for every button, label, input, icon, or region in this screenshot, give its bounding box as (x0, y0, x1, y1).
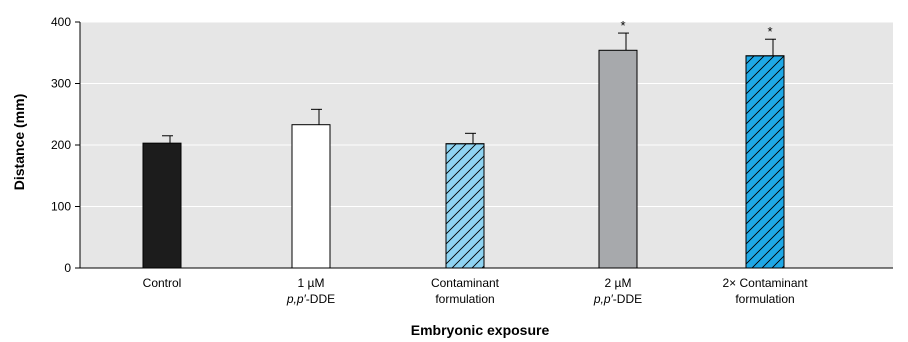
x-category-label-line2: p,p′-DDE (286, 292, 335, 306)
y-axis-title: Distance (mm) (11, 94, 27, 190)
x-category-label-line2: formulation (735, 292, 794, 306)
bar (142, 142, 182, 269)
y-tick-label: 100 (51, 200, 71, 214)
y-tick-label: 200 (51, 138, 71, 152)
y-axis-ticks: 0 100 200 300 400 (51, 15, 80, 275)
x-category-label: 2 µM (605, 276, 632, 290)
x-axis-categories: Control 1 µM p,p′-DDE Contaminant formulatio… (143, 276, 809, 306)
bar-hatch (745, 55, 785, 269)
significance-marker: * (620, 18, 625, 33)
x-category-label-line2: p,p′-DDE (593, 292, 642, 306)
x-category-label-line2: formulation (435, 292, 494, 306)
significance-marker: * (767, 24, 772, 39)
bar (598, 49, 638, 269)
x-category-label: Contaminant (431, 276, 500, 290)
y-tick-label: 400 (51, 15, 71, 29)
bars: * * (142, 18, 785, 269)
x-axis-title: Embryonic exposure (411, 322, 550, 338)
y-tick-label: 300 (51, 77, 71, 91)
x-category-label: 1 µM (298, 276, 325, 290)
x-category-label: 2× Contaminant (722, 276, 808, 290)
x-category-label: Control (143, 276, 182, 290)
y-tick-label: 0 (64, 261, 71, 275)
bar-hatch (445, 143, 485, 269)
bar (291, 124, 331, 269)
